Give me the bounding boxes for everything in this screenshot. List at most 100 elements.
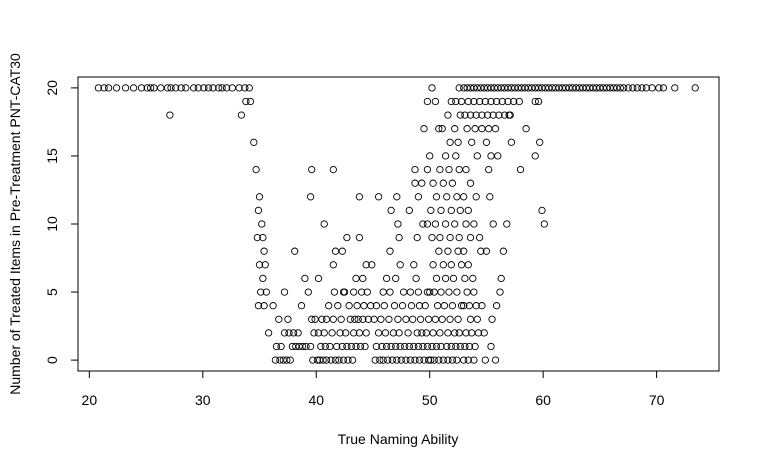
data-point [171, 84, 180, 92]
data-point [241, 84, 249, 92]
data-point [342, 329, 350, 337]
y-tick-label: 20 [44, 80, 60, 96]
data-point [423, 97, 432, 106]
data-point [334, 302, 342, 310]
data-point [362, 261, 370, 269]
data-point [237, 111, 246, 119]
data-point [289, 329, 298, 337]
data-point [485, 165, 493, 174]
data-point [235, 84, 243, 92]
data-point [306, 193, 315, 201]
data-point [446, 138, 454, 146]
data-point [430, 356, 438, 364]
data-point [488, 315, 496, 323]
data-point [372, 342, 381, 351]
data-point [262, 288, 270, 296]
data-point [464, 261, 472, 269]
data-point [182, 84, 190, 92]
data-point [540, 220, 548, 228]
data-point [457, 261, 466, 269]
data-point [438, 315, 446, 323]
data-point [100, 84, 108, 92]
data-point [348, 356, 357, 364]
data-point [454, 138, 462, 146]
data-point [177, 84, 185, 92]
data-point [423, 342, 432, 351]
data-point [304, 288, 312, 296]
data-point [363, 288, 371, 296]
data-point [414, 193, 423, 201]
data-point [510, 97, 518, 106]
data-point [314, 274, 323, 283]
data-point [326, 342, 334, 351]
data-point [163, 84, 172, 92]
data-point [447, 261, 455, 269]
data-point [322, 315, 331, 323]
data-point [405, 206, 413, 215]
data-point [261, 261, 269, 269]
data-point [330, 288, 339, 296]
data-point [410, 342, 418, 351]
data-point [431, 315, 440, 323]
data-point [331, 247, 340, 255]
data-point [497, 274, 505, 283]
data-point [418, 179, 426, 187]
data-point [482, 247, 491, 255]
data-point [475, 97, 484, 106]
data-point [655, 84, 663, 92]
data-point [424, 356, 433, 364]
data-point [412, 274, 420, 283]
data-point [482, 138, 491, 146]
data-point [397, 356, 405, 364]
data-point [483, 111, 492, 119]
data-point [472, 302, 480, 310]
data-point [443, 193, 451, 201]
plot-frame [77, 76, 720, 372]
data-point [215, 84, 223, 92]
data-point [284, 315, 292, 323]
data-point [477, 247, 485, 255]
data-point [454, 315, 462, 323]
data-point [432, 274, 441, 283]
data-point [460, 356, 468, 364]
data-point [481, 97, 489, 106]
data-point [441, 220, 450, 228]
data-point [406, 288, 415, 296]
data-point [463, 288, 471, 296]
data-point [394, 220, 402, 228]
data-point [381, 329, 390, 337]
data-point [469, 274, 477, 283]
data-point [328, 329, 336, 337]
data-point [446, 315, 454, 323]
data-point [331, 356, 340, 364]
data-point [473, 315, 481, 323]
data-point [260, 247, 268, 255]
data-point [429, 179, 437, 187]
data-point [462, 220, 470, 228]
data-point [343, 342, 351, 351]
data-point [194, 84, 202, 92]
data-point [507, 138, 516, 146]
data-point [406, 356, 415, 364]
data-point [308, 315, 316, 323]
data-point [313, 356, 322, 364]
x-tick-label: 70 [649, 392, 665, 408]
data-point [486, 193, 494, 201]
data-point [438, 125, 446, 133]
data-point [500, 111, 509, 119]
data-point [455, 329, 463, 337]
data-point [351, 315, 359, 323]
data-point [480, 329, 488, 337]
data-point [320, 220, 328, 228]
data-point [257, 288, 265, 296]
data-point [498, 97, 506, 106]
data-point [318, 315, 326, 323]
data-point [335, 356, 343, 364]
data-point [427, 356, 435, 364]
data-point [432, 193, 441, 201]
data-point [345, 302, 353, 310]
data-point [362, 329, 370, 337]
data-point [317, 342, 325, 351]
data-point [419, 342, 427, 351]
data-point [472, 193, 480, 201]
